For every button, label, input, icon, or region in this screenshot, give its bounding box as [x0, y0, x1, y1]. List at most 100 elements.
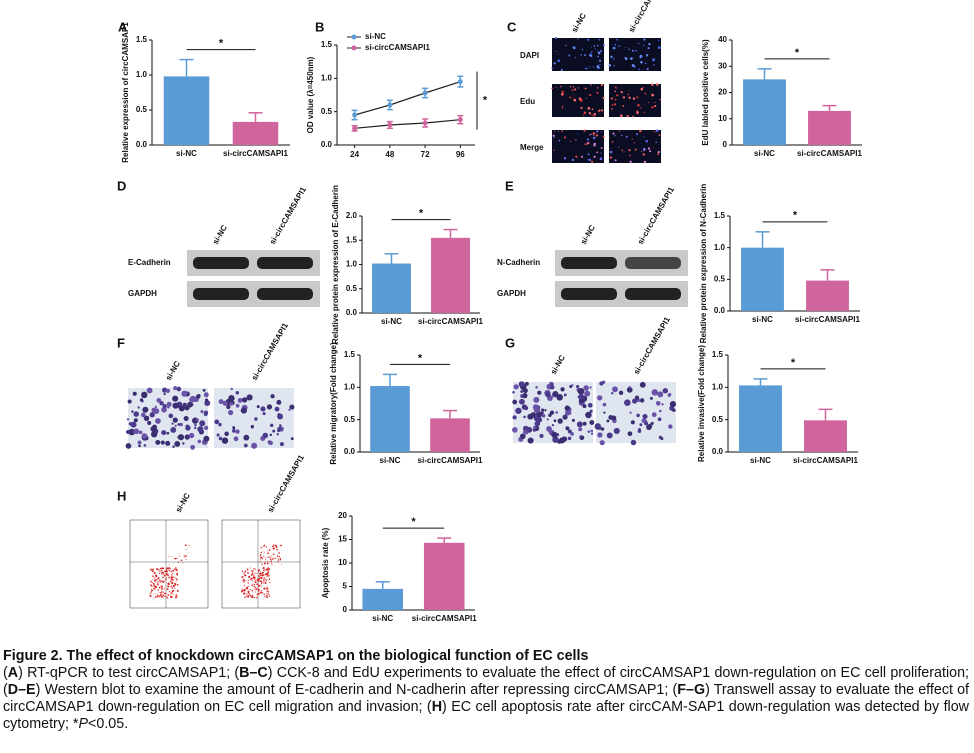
image-dot: [668, 424, 673, 429]
image-dot: [166, 431, 170, 435]
image-dot: [658, 134, 661, 136]
image-dot: [575, 56, 577, 59]
image-dot: [602, 402, 607, 407]
image-dot: [555, 411, 559, 414]
image-dot: [245, 595, 248, 598]
image-dot: [244, 570, 246, 572]
image-dot: [161, 580, 163, 583]
image-dot: [240, 407, 247, 414]
image-dot: [631, 64, 635, 67]
image-dot: [190, 444, 196, 450]
x-tick-label: si-circCAMSAPI1: [412, 614, 477, 623]
image-dot: [628, 148, 631, 152]
image-dot: [636, 133, 638, 136]
image-dot: [565, 426, 570, 431]
image-dot: [636, 111, 639, 114]
image-dot: [182, 442, 185, 445]
image-dot: [277, 426, 282, 431]
image-dot: [520, 390, 524, 393]
x-tick-label: si-NC: [750, 456, 771, 465]
image-dot: [259, 584, 261, 586]
image-dot: [569, 85, 572, 88]
x-tick-label: si-circCAMSAPI1: [797, 149, 862, 158]
image-dot: [164, 574, 167, 577]
y-tick-label: 1.0: [321, 73, 333, 82]
y-tick-label: 10: [718, 114, 727, 123]
image-dot: [560, 69, 563, 71]
image-dot: [259, 555, 261, 557]
image-dot: [265, 592, 268, 595]
image-dot: [254, 586, 256, 589]
image-dot: [577, 38, 579, 40]
image-dot: [149, 594, 152, 597]
y-axis-label: Relative protein expression of N-Cadheri…: [699, 184, 708, 344]
flow-plot: [129, 519, 209, 609]
image-dot: [167, 585, 170, 588]
image-dot: [168, 576, 171, 579]
flow-plot: [221, 519, 301, 609]
image-dot: [126, 418, 130, 421]
caption-text: ) Transwell assay to evaluate the effect…: [3, 682, 969, 715]
x-tick-label: 48: [385, 150, 394, 159]
image-dot: [552, 390, 559, 397]
image-dot: [263, 555, 265, 557]
image-dot: [247, 596, 249, 598]
bar: [804, 420, 847, 452]
image-dot: [278, 557, 280, 559]
image-dot: [268, 440, 273, 446]
image-dot: [185, 558, 187, 560]
image-dot: [552, 436, 559, 443]
image-dot: [582, 114, 585, 116]
image-dot: [560, 85, 562, 88]
image-dot: [272, 557, 274, 560]
image-dot: [630, 57, 633, 60]
image-dot: [268, 562, 270, 564]
image-dot: [512, 390, 515, 394]
image-dot: [586, 138, 590, 141]
image-dot: [271, 562, 273, 564]
image-dot: [188, 545, 190, 547]
row-label: N-Cadherin: [497, 258, 540, 267]
image-dot: [587, 153, 590, 156]
image-dot: [571, 384, 574, 387]
panel-letter: H: [117, 488, 126, 503]
image-dot: [648, 42, 651, 46]
image-dot: [165, 440, 171, 446]
image-dot: [246, 568, 249, 571]
caption-text: H: [431, 699, 443, 715]
image-dot: [196, 394, 201, 399]
image-dot: [585, 411, 592, 419]
image-dot: [592, 132, 596, 135]
image-dot: [634, 395, 640, 400]
image-dot: [263, 569, 265, 572]
image-dot: [133, 418, 138, 423]
x-tick-label: si-NC: [176, 149, 197, 158]
image-dot: [609, 150, 613, 154]
image-dot: [172, 572, 174, 574]
image-dot: [170, 427, 177, 433]
image-dot: [551, 87, 553, 90]
image-dot: [151, 585, 153, 587]
image-dot: [589, 409, 593, 413]
image-dot: [618, 390, 624, 396]
image-dot: [254, 573, 256, 575]
image-dot: [172, 584, 175, 588]
image-dot: [593, 135, 595, 137]
image-dot: [183, 556, 185, 558]
bar: [808, 110, 851, 145]
image-dot: [277, 555, 279, 556]
y-tick-label: 1.5: [714, 211, 726, 220]
image-dot: [251, 584, 254, 587]
image-dot: [590, 84, 592, 86]
image-dot: [242, 589, 244, 591]
image-dot: [626, 114, 629, 118]
panel-letter: E: [505, 178, 514, 193]
image-dot: [596, 130, 599, 133]
image-dot: [261, 591, 264, 594]
image-dot: [595, 134, 599, 137]
micrograph: [552, 38, 604, 71]
image-dot: [609, 156, 613, 159]
blot-band: [625, 288, 681, 300]
image-dot: [580, 106, 583, 109]
image-dot: [587, 141, 590, 144]
